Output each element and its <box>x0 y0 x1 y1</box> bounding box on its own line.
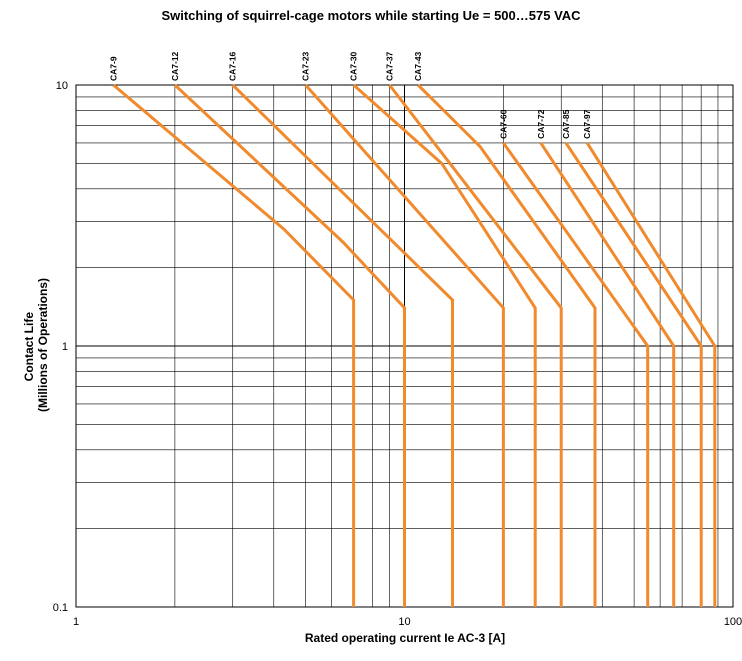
series-label: CA7-23 <box>301 51 311 81</box>
series-line <box>585 142 717 607</box>
x-axis-label: Rated operating current Ie AC-3 [A] <box>305 631 505 645</box>
series-line <box>112 83 356 607</box>
x-tick-label: 10 <box>398 616 410 628</box>
y-tick-label: 10 <box>56 80 68 92</box>
x-tick-label: 1 <box>73 616 79 628</box>
series-line <box>173 83 406 607</box>
series-line <box>352 83 537 607</box>
series-line <box>417 83 597 607</box>
y-tick-label: 0.1 <box>53 602 68 614</box>
series-label: CA7-30 <box>349 51 359 81</box>
series-label: CA7-85 <box>561 109 571 139</box>
series-label: CA7-97 <box>582 109 592 139</box>
tick-layer: 1 10 100 10 1 0.1 <box>53 80 742 628</box>
y-axis-label-line-1: Contact Life <box>22 312 36 382</box>
series-label: CA7-60 <box>498 109 508 139</box>
chart-title: Switching of squirrel-cage motors while … <box>161 8 581 23</box>
series-label: CA7-43 <box>413 51 423 81</box>
series-layer <box>112 83 717 607</box>
series-line <box>231 83 454 607</box>
series-label: CA7-12 <box>170 51 180 81</box>
series-line <box>539 142 676 607</box>
label-layer: CA7-9 CA7-12 CA7-16 CA7-23 CA7-30 CA7-37 CA7-4… <box>108 51 592 138</box>
y-tick-label: 1 <box>62 341 68 353</box>
series-line <box>502 142 650 607</box>
y-axis-label-line-2: (Millions of Operations) <box>36 278 50 412</box>
x-tick-label: 100 <box>724 616 742 628</box>
series-label: CA7-37 <box>384 51 394 81</box>
series-line <box>388 84 563 607</box>
y-axis-label: Contact Life (Millions of Operations) <box>22 278 50 412</box>
series-label: CA7-16 <box>228 51 238 81</box>
series-label: CA7-9 <box>108 56 118 81</box>
series-line <box>564 142 703 607</box>
series-line <box>304 84 505 607</box>
series-label: CA7-72 <box>536 109 546 139</box>
